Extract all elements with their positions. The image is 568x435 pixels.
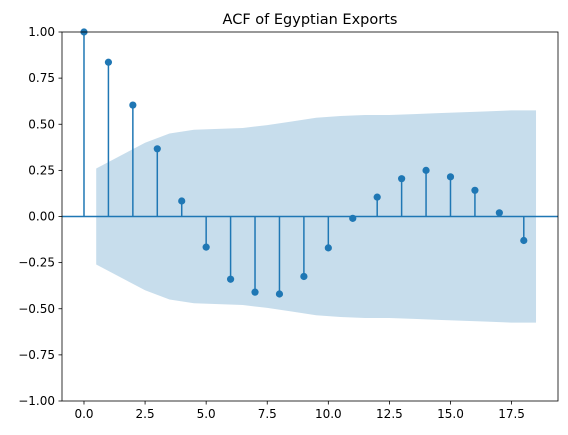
- acf-marker-lag-10: [324, 244, 332, 252]
- acf-marker-lag-13: [398, 175, 406, 183]
- y-tick-label: 0.75: [28, 71, 55, 85]
- y-tick-label: 0.25: [28, 163, 55, 177]
- chart-title: ACF of Egyptian Exports: [223, 12, 398, 28]
- acf-marker-lag-1: [104, 58, 113, 66]
- y-tick-label: −1.00: [18, 394, 55, 408]
- acf-marker-lag-16: [471, 186, 479, 194]
- x-tick-label: 10.0: [315, 407, 342, 421]
- acf-marker-lag-8: [275, 290, 284, 298]
- acf-marker-lag-15: [446, 173, 455, 181]
- y-tick-label: −0.25: [18, 256, 55, 270]
- x-tick-label: 5.0: [197, 407, 216, 421]
- acf-marker-lag-12: [373, 193, 381, 201]
- y-tick-label: 1.00: [28, 25, 55, 39]
- acf-marker-lag-11: [349, 214, 357, 222]
- acf-marker-lag-18: [520, 236, 528, 245]
- x-tick-label: 7.5: [258, 407, 277, 421]
- acf-marker-lag-9: [300, 272, 308, 281]
- acf-marker-lag-3: [153, 145, 161, 153]
- acf-marker-lag-7: [251, 288, 259, 296]
- y-tick-label: 0.50: [28, 117, 55, 131]
- x-tick-label: 17.5: [498, 407, 525, 421]
- acf-marker-lag-17: [495, 209, 503, 217]
- acf-marker-lag-5: [202, 243, 210, 251]
- x-tick-label: 2.5: [136, 407, 155, 421]
- acf-marker-lag-6: [226, 275, 235, 283]
- acf-marker-lag-2: [129, 101, 137, 109]
- y-tick-label: −0.75: [18, 348, 55, 362]
- x-tick-label: 15.0: [437, 407, 464, 421]
- y-tick-label: 0.00: [28, 210, 55, 224]
- acf-marker-lag-14: [422, 166, 430, 174]
- plot-area: 0.0 2.5 5.0 7.5 10.0 12.5 15.0 17.5 −1.00 −0.75 −0…: [18, 25, 559, 421]
- x-tick-label: 0.0: [74, 407, 93, 421]
- x-tick-label: 12.5: [376, 407, 403, 421]
- acf-marker-lag-4: [178, 197, 186, 205]
- y-tick-label: −0.50: [18, 302, 55, 316]
